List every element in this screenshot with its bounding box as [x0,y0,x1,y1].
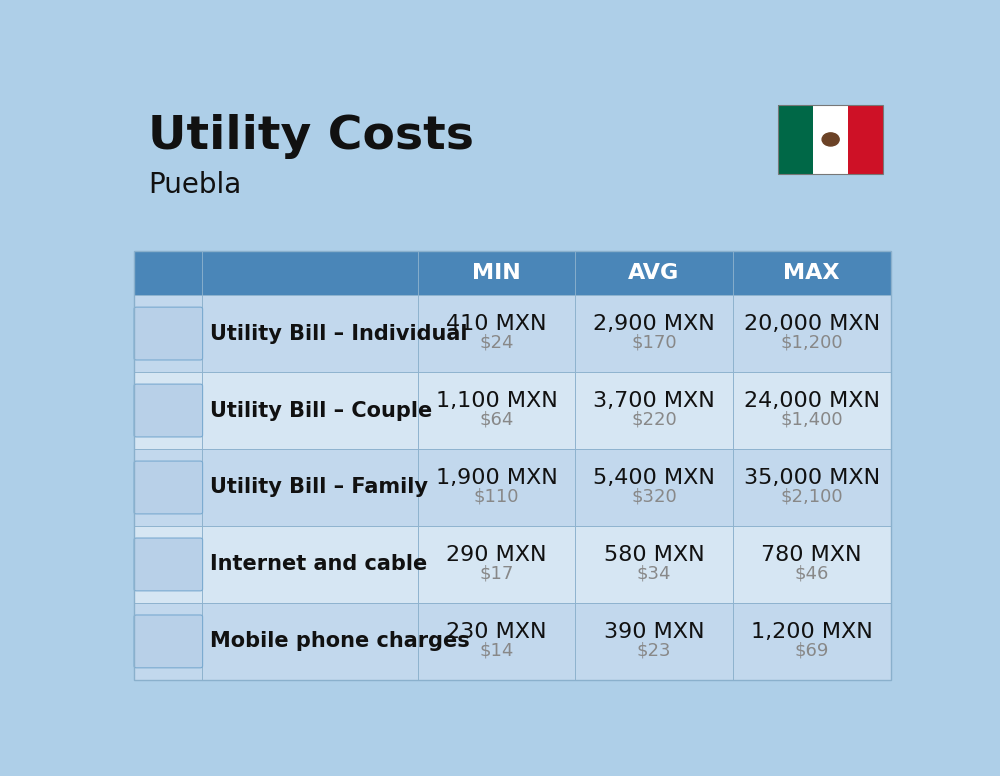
Bar [733,295,891,372]
Text: 290 MXN: 290 MXN [446,546,547,565]
Bar [134,372,202,449]
Bar [134,603,202,680]
Text: 390 MXN: 390 MXN [604,622,704,643]
FancyBboxPatch shape [134,538,203,591]
Text: Internet and cable: Internet and cable [210,554,427,574]
Text: 1,900 MXN: 1,900 MXN [436,468,557,488]
Bar [202,251,418,295]
Text: $34: $34 [637,565,671,583]
Text: $1,400: $1,400 [780,411,843,429]
Bar [778,105,813,174]
Bar [418,526,575,603]
Text: Utility Bill – Individual: Utility Bill – Individual [210,324,467,344]
Bar [733,526,891,603]
Text: 5,400 MXN: 5,400 MXN [593,468,715,488]
Text: 20,000 MXN: 20,000 MXN [744,314,880,334]
Text: 24,000 MXN: 24,000 MXN [744,391,880,411]
Bar [733,372,891,449]
Text: 3,700 MXN: 3,700 MXN [593,391,715,411]
Bar [202,295,418,372]
Text: 780 MXN: 780 MXN [761,546,862,565]
Bar [202,526,418,603]
Circle shape [822,133,839,146]
Text: $17: $17 [479,565,514,583]
Bar [733,449,891,526]
Text: Utility Costs: Utility Costs [148,114,474,159]
Text: Puebla: Puebla [148,171,242,199]
Bar [202,372,418,449]
Text: $69: $69 [794,642,829,660]
Bar [418,603,575,680]
Bar [575,449,733,526]
Bar [813,105,848,174]
FancyBboxPatch shape [134,461,203,514]
Text: $1,200: $1,200 [780,334,843,352]
Text: 580 MXN: 580 MXN [604,546,704,565]
Bar [202,603,418,680]
Text: $170: $170 [631,334,677,352]
Text: 1,200 MXN: 1,200 MXN [751,622,873,643]
Text: $46: $46 [794,565,829,583]
Bar [418,295,575,372]
Bar [134,295,202,372]
Bar [134,526,202,603]
Text: $2,100: $2,100 [780,488,843,506]
Text: $23: $23 [637,642,671,660]
Bar [848,105,883,174]
Text: Utility Bill – Family: Utility Bill – Family [210,477,428,497]
Bar [418,372,575,449]
Bar [575,372,733,449]
Bar [575,251,733,295]
Text: 35,000 MXN: 35,000 MXN [744,468,880,488]
FancyBboxPatch shape [134,307,203,360]
Bar [134,449,202,526]
Text: 410 MXN: 410 MXN [446,314,547,334]
Text: MIN: MIN [472,263,521,283]
Text: $24: $24 [479,334,514,352]
Bar [418,251,575,295]
Text: Mobile phone charges: Mobile phone charges [210,632,470,651]
Bar [778,105,883,174]
Text: AVG: AVG [628,263,680,283]
FancyBboxPatch shape [134,615,203,668]
Text: 230 MXN: 230 MXN [446,622,547,643]
Text: $64: $64 [479,411,514,429]
Bar [134,251,202,295]
Text: Utility Bill – Couple: Utility Bill – Couple [210,400,432,421]
Bar [575,295,733,372]
Text: MAX: MAX [783,263,840,283]
Bar [134,251,891,680]
Bar [733,251,891,295]
Bar [202,449,418,526]
Text: $320: $320 [631,488,677,506]
Bar [575,526,733,603]
Text: $14: $14 [479,642,514,660]
Text: $220: $220 [631,411,677,429]
Text: 1,100 MXN: 1,100 MXN [436,391,557,411]
Bar [575,603,733,680]
Text: $110: $110 [474,488,519,506]
Bar [733,603,891,680]
FancyBboxPatch shape [134,384,203,437]
Bar [418,449,575,526]
Text: 2,900 MXN: 2,900 MXN [593,314,715,334]
